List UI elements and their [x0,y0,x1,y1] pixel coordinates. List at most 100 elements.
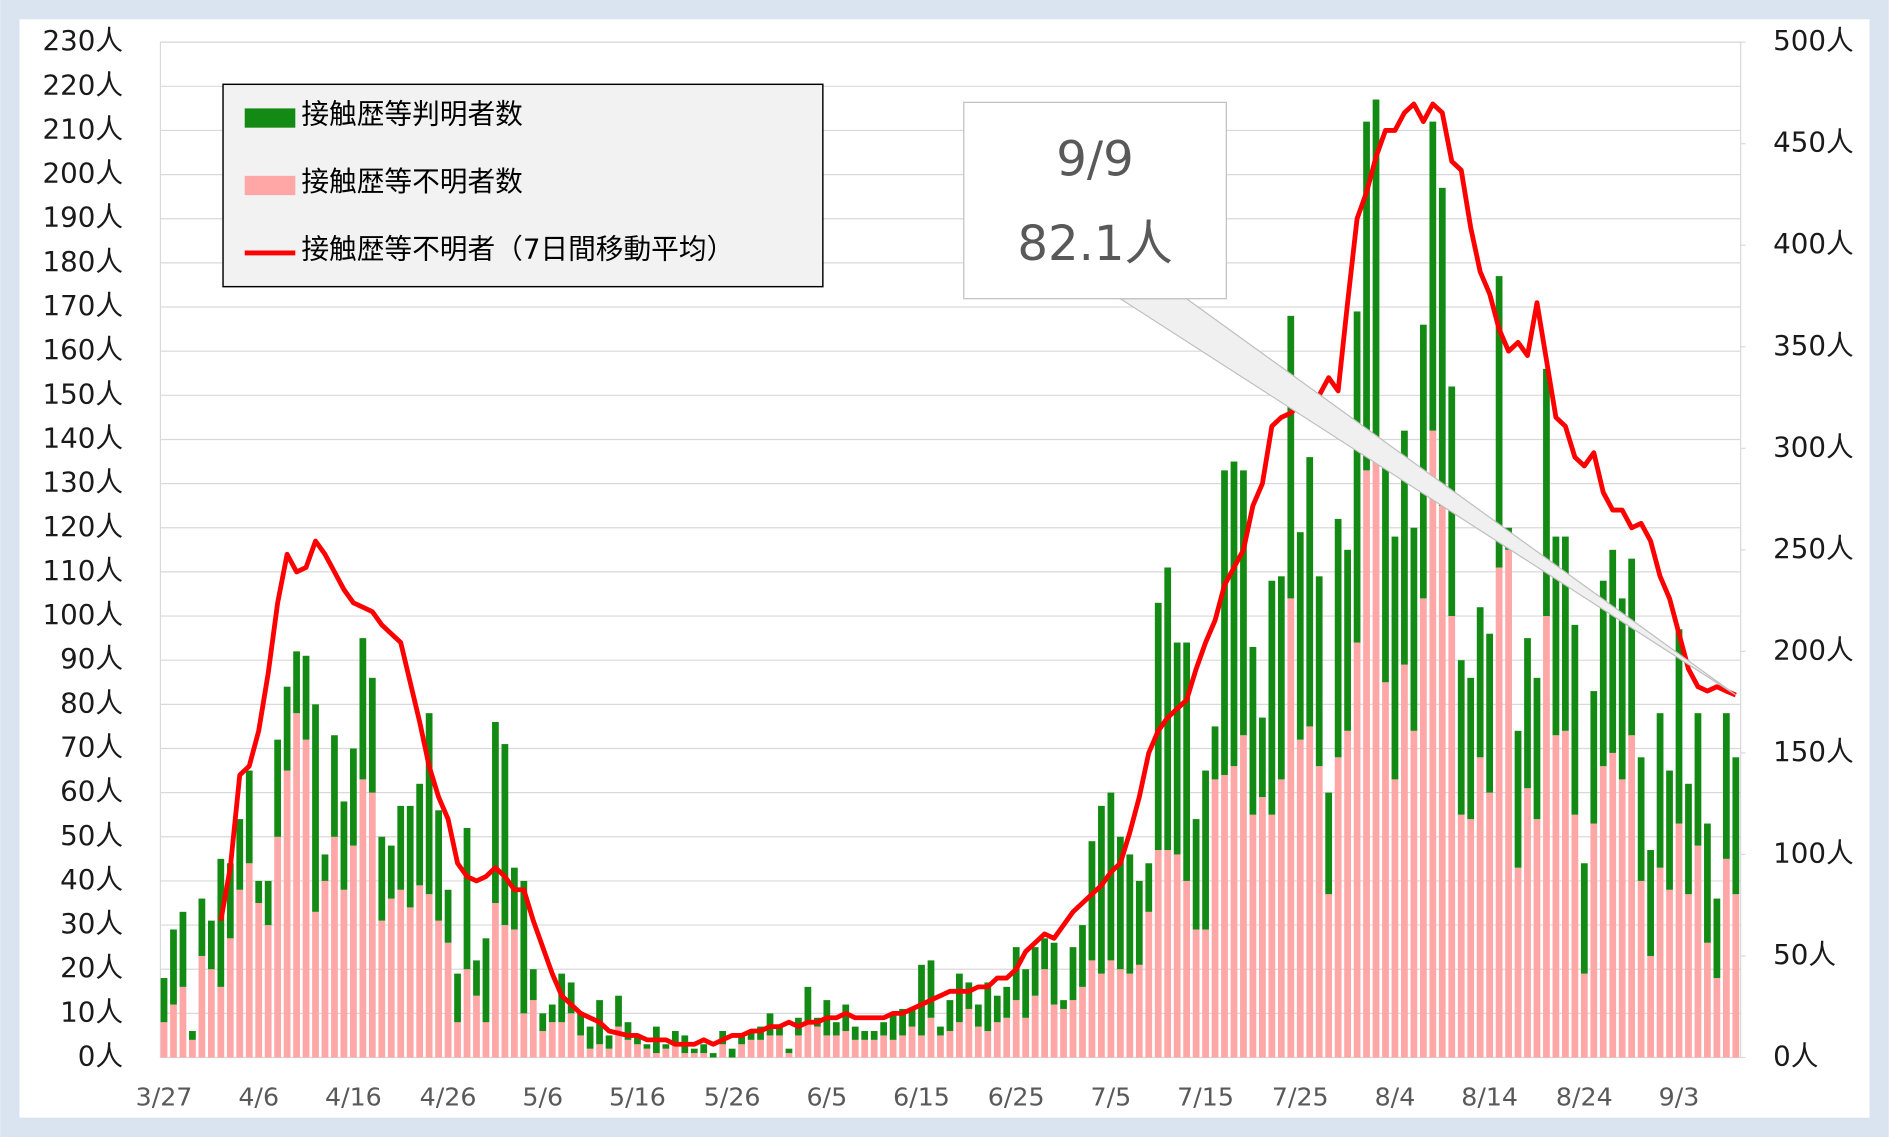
bar [918,1035,925,1058]
bar [1533,819,1541,1058]
bar [719,1044,727,1058]
bar [340,801,348,890]
bar [1145,911,1153,1058]
bar [1675,629,1683,824]
bar [1022,1017,1030,1058]
bar [1438,505,1446,1058]
bar [1353,311,1361,643]
bar [198,898,206,956]
bar [1732,894,1740,1058]
bar [1685,783,1692,895]
bar [851,1039,859,1058]
bar [1647,850,1654,956]
bar [293,651,300,714]
bar [359,779,367,1058]
bar [634,1044,641,1058]
bar [880,1022,888,1036]
bar [1382,443,1389,683]
bar [378,836,386,921]
bar [1391,536,1399,780]
bar [539,1031,547,1058]
bar [889,1039,897,1058]
y2-tick-label: 200人 [1773,633,1854,666]
bar [444,942,452,1058]
bar [1685,894,1692,1058]
bar [264,880,272,926]
bar [302,739,310,1058]
bar [548,1022,556,1058]
bar [283,686,291,771]
bar [1628,558,1636,736]
bar [340,889,348,1058]
bar [482,1022,490,1058]
bar [1438,187,1446,506]
y2-tick-label: 0人 [1773,1040,1818,1073]
bar [1230,461,1238,767]
y2-tick-label: 150人 [1773,735,1854,768]
bar [690,1053,698,1058]
bar [1287,598,1295,1058]
bar [1628,735,1636,1058]
bar [1296,532,1304,740]
bar [899,1035,906,1058]
bar [1315,576,1323,767]
bar [1050,1004,1058,1058]
bar [1221,774,1228,1058]
bar [1505,549,1512,1058]
bar [1164,567,1172,851]
y-tick-label: 190人 [43,201,124,234]
bar [1098,973,1105,1058]
bar [776,1026,783,1036]
bar [435,920,442,1058]
bar [1334,757,1342,1058]
bar [766,1035,774,1058]
bar [1543,368,1550,617]
bar [615,995,622,1027]
bar [1145,863,1153,912]
bar [671,1031,679,1045]
bar [1202,770,1209,930]
bar [1704,823,1711,943]
y-tick-label: 40人 [60,863,123,896]
y-tick-label: 130人 [43,466,124,499]
bar [1382,682,1389,1058]
x-tick-label: 6/25 [988,1082,1045,1111]
bar [1599,766,1607,1058]
x-tick-label: 7/15 [1177,1082,1234,1111]
bar [1031,947,1039,996]
bar [160,978,168,1023]
bar [1249,646,1257,815]
bar [1173,854,1181,1058]
bar [681,1053,689,1058]
bar [226,863,234,939]
bar [1363,470,1370,1058]
bar [615,1026,622,1058]
bar [1476,607,1484,758]
bar [813,1026,821,1058]
bar [1277,779,1285,1058]
bar [1666,770,1673,890]
bar [1486,633,1494,793]
bar [1240,735,1247,1058]
bar [832,1022,840,1036]
bar [937,1026,944,1036]
bar [1618,598,1626,780]
bar [473,960,480,996]
bar [207,920,215,970]
bar [861,1031,869,1040]
bar [624,1039,632,1058]
axes: 0人 10人 20人 30人 40人 50人 60人 70人 80人 90人 100人 110人 120… [43,24,1854,1111]
bar [1571,814,1579,1058]
bar [1580,863,1588,974]
bar [264,925,272,1058]
bar [1306,726,1314,1058]
bar [1694,845,1702,1058]
x-tick-label: 8/24 [1556,1082,1613,1111]
bar [501,744,509,926]
bar [1571,624,1579,815]
bar [1325,792,1333,895]
bar [255,880,263,903]
bar [312,704,319,912]
bar [1618,779,1626,1058]
bar [1372,99,1380,453]
